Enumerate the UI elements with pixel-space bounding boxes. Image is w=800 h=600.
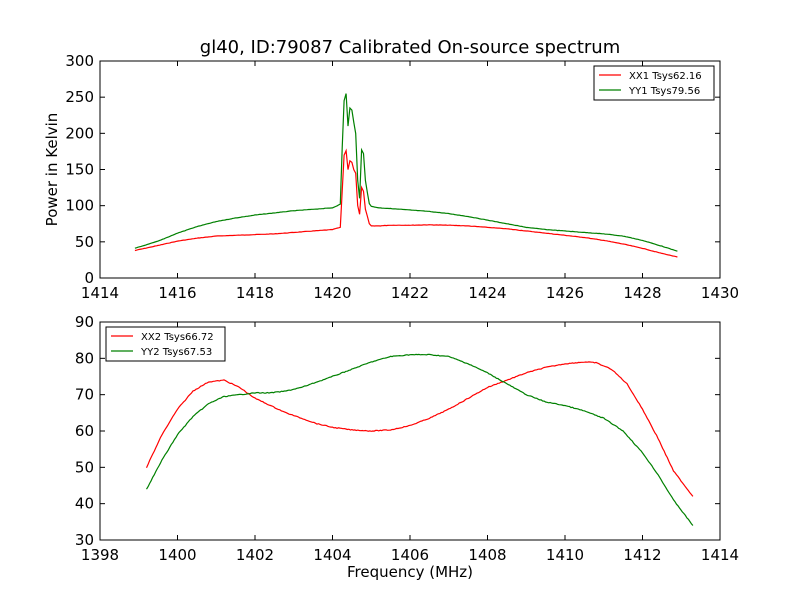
legend-box [105, 326, 226, 362]
x-tick-label: 1410 [546, 546, 584, 564]
legend-entry-label: YY1 Tsys79.56 [628, 86, 700, 97]
x-tick-label: 1420 [313, 284, 351, 302]
legend: XX2 Tsys66.72 YY2 Tsys67.53 [105, 326, 226, 362]
x-tick-label: 1414 [81, 284, 119, 302]
y-axis-label: Power in Kelvin [43, 113, 61, 227]
y-tick-label: 200 [65, 124, 94, 142]
y-tick-label: 50 [75, 233, 94, 251]
y-tick-label: 40 [75, 495, 94, 513]
chart-title: gl40, ID:79087 Calibrated On-source spec… [200, 37, 620, 58]
series-line-1 [134, 148, 678, 258]
x-tick-label: 1418 [236, 284, 274, 302]
x-tick-label: 1408 [468, 546, 506, 564]
x-tick-label: 1424 [468, 284, 506, 302]
x-tick-label: 1406 [391, 546, 429, 564]
y-tick-label: 300 [65, 52, 94, 70]
legend-entry-label: YY2 Tsys67.53 [140, 347, 212, 358]
y-tick-label: 250 [65, 88, 94, 106]
x-axis-label: Frequency (MHz) [347, 563, 473, 581]
legend: XX1 Tsys62.16 YY1 Tsys79.56 [593, 65, 715, 101]
y-tick-label: 0 [84, 269, 94, 287]
x-tick-label: 1426 [546, 284, 584, 302]
x-tick-label: 1428 [623, 284, 661, 302]
top-panel: 1414 1416 1418 1420 1422 1424 1426 1428 1430 0 50 1… [43, 52, 739, 302]
series-line-1 [145, 361, 694, 497]
legend-entry-label: XX2 Tsys66.72 [141, 332, 214, 343]
y-tick-label: 90 [75, 313, 94, 331]
x-tick-label: 1414 [701, 546, 739, 564]
legend-box [593, 65, 715, 101]
x-tick-label: 1400 [158, 546, 196, 564]
legend-entry-label: XX1 Tsys62.16 [629, 71, 702, 82]
x-tick-label: 1404 [313, 546, 351, 564]
y-tick-label: 80 [75, 349, 94, 367]
y-tick-label: 100 [65, 197, 94, 215]
x-tick-label: 1416 [158, 284, 196, 302]
x-tick-label: 1402 [236, 546, 274, 564]
y-tick-label: 50 [75, 458, 94, 476]
y-tick-label: 150 [65, 161, 94, 179]
series-line-2 [145, 353, 694, 526]
bottom-panel: 1398 1400 1402 1404 1406 1408 1410 1412 1414 30 40… [75, 313, 739, 581]
x-tick-label: 1398 [81, 546, 119, 564]
series-line-2 [134, 93, 678, 252]
y-tick-label: 60 [75, 422, 94, 440]
x-tick-label: 1412 [623, 546, 661, 564]
x-tick-label: 1430 [701, 284, 739, 302]
y-tick-label: 30 [75, 531, 94, 549]
y-tick-label: 70 [75, 386, 94, 404]
x-tick-label: 1422 [391, 284, 429, 302]
